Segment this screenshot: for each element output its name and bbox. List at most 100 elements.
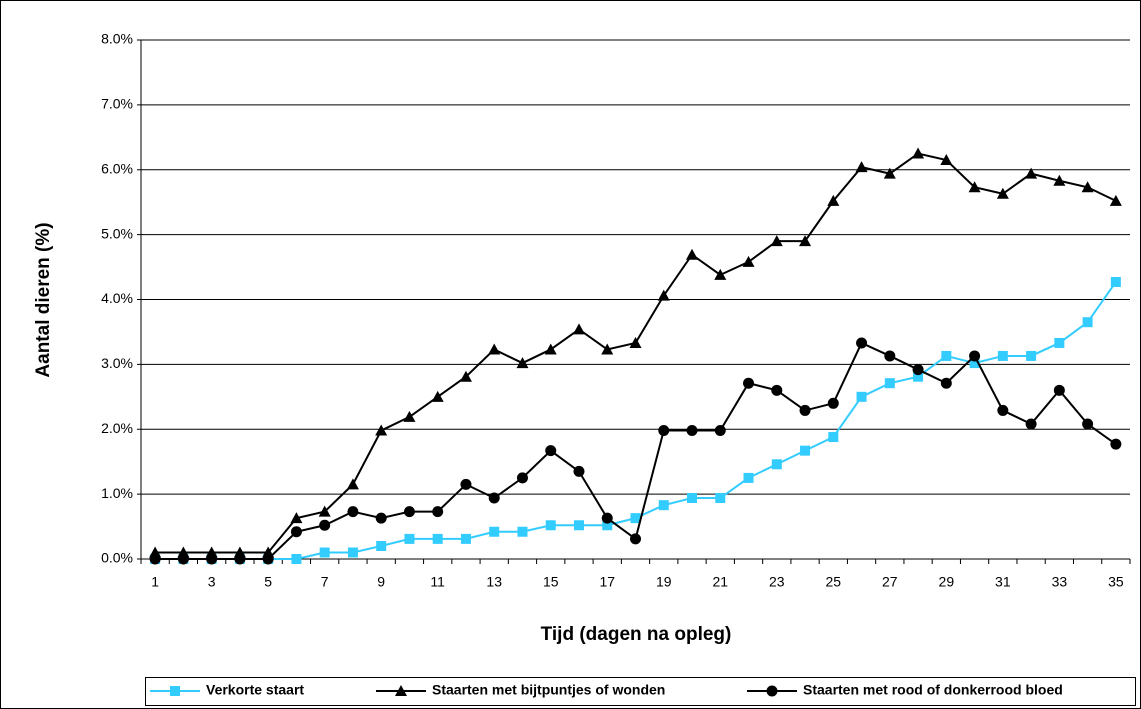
legend-label: Staarten met bijtpuntjes of wonden	[432, 682, 665, 698]
x-tick-label: 25	[826, 574, 842, 590]
data-point	[318, 505, 331, 517]
x-tick-label: 17	[599, 574, 615, 590]
legend-box	[145, 677, 1136, 706]
data-point	[856, 391, 867, 402]
data-point	[375, 512, 387, 524]
data-point	[1082, 418, 1094, 430]
data-point	[177, 553, 189, 565]
data-point	[319, 547, 330, 558]
legend-swatch-marker	[766, 685, 778, 697]
data-point	[516, 472, 528, 484]
x-tick-label: 21	[712, 574, 728, 590]
x-tick-label: 11	[430, 574, 445, 590]
data-point	[658, 500, 669, 511]
data-point	[714, 425, 726, 437]
data-point	[488, 492, 500, 504]
data-point	[290, 512, 303, 524]
legend-label: Staarten met rood of donkerrood bloed	[803, 682, 1063, 698]
data-point	[291, 554, 302, 564]
data-point	[828, 432, 839, 443]
legend-swatch-marker	[170, 686, 180, 696]
x-tick-label: 13	[486, 574, 502, 590]
data-point	[630, 533, 641, 545]
x-tick-label: 7	[321, 574, 329, 590]
data-point	[573, 520, 584, 531]
data-point	[432, 533, 443, 544]
data-point	[403, 506, 415, 518]
x-tick-label: 5	[264, 574, 272, 590]
x-tick-label: 29	[939, 574, 955, 590]
x-tick-label: 35	[1108, 574, 1124, 590]
x-tick-label: 31	[995, 574, 1011, 590]
x-tick-label: 27	[882, 574, 898, 590]
data-point	[629, 336, 642, 348]
x-tick-label: 1	[151, 574, 159, 590]
data-point	[855, 161, 868, 173]
data-point	[432, 506, 444, 518]
data-point	[1025, 167, 1038, 179]
data-point	[884, 378, 895, 389]
y-tick-label: 4.0%	[101, 290, 133, 306]
data-point	[883, 167, 896, 179]
data-point	[657, 289, 670, 301]
data-point	[743, 472, 754, 483]
data-point	[234, 553, 246, 565]
data-point	[516, 357, 529, 369]
data-point	[403, 410, 416, 422]
data-point	[658, 425, 670, 437]
data-point	[997, 404, 1009, 416]
data-point	[770, 235, 783, 247]
data-point	[827, 397, 839, 409]
data-point	[346, 478, 359, 490]
data-point	[771, 384, 783, 396]
y-tick-label: 0.0%	[101, 550, 133, 566]
data-point	[601, 512, 613, 524]
data-point	[996, 187, 1009, 199]
data-point	[347, 506, 359, 518]
data-point	[969, 358, 980, 369]
data-point	[771, 459, 782, 470]
data-point	[1025, 418, 1037, 430]
y-axis-title: Aantal dieren (%)	[33, 222, 54, 377]
data-point	[800, 445, 811, 456]
data-point	[460, 533, 471, 544]
data-point	[1110, 438, 1122, 450]
data-point	[573, 465, 585, 477]
data-point	[827, 194, 840, 206]
x-tick-label: 19	[656, 574, 672, 590]
data-point	[1082, 317, 1093, 328]
x-tick-label: 23	[769, 574, 785, 590]
data-point	[602, 520, 613, 531]
y-tick-label: 8.0%	[101, 31, 133, 47]
data-point	[912, 147, 925, 159]
y-tick-label: 7.0%	[101, 96, 133, 112]
x-axis-title: Tijd (dagen na opleg)	[541, 624, 732, 645]
data-point	[545, 520, 556, 531]
data-point	[319, 519, 331, 531]
y-tick-label: 2.0%	[101, 420, 133, 436]
y-tick-label: 3.0%	[101, 355, 133, 371]
data-point	[968, 181, 981, 193]
data-point	[941, 350, 952, 361]
data-point	[149, 553, 161, 565]
data-point	[1054, 337, 1065, 348]
data-point	[375, 424, 388, 436]
data-point	[742, 255, 755, 267]
y-tick-label: 6.0%	[101, 160, 133, 176]
data-point	[913, 371, 924, 382]
data-point	[1053, 384, 1065, 396]
data-point	[290, 526, 302, 538]
data-point	[206, 553, 218, 565]
data-point	[743, 377, 755, 389]
data-point	[488, 343, 501, 355]
x-tick-label: 15	[543, 574, 559, 590]
data-point	[969, 350, 981, 362]
data-point	[431, 390, 444, 402]
data-point	[376, 541, 387, 552]
data-point	[940, 377, 952, 389]
legend-swatch-marker	[395, 685, 407, 696]
data-point	[1053, 174, 1066, 186]
data-point	[630, 513, 641, 524]
data-point	[997, 350, 1008, 361]
data-point	[912, 364, 924, 376]
